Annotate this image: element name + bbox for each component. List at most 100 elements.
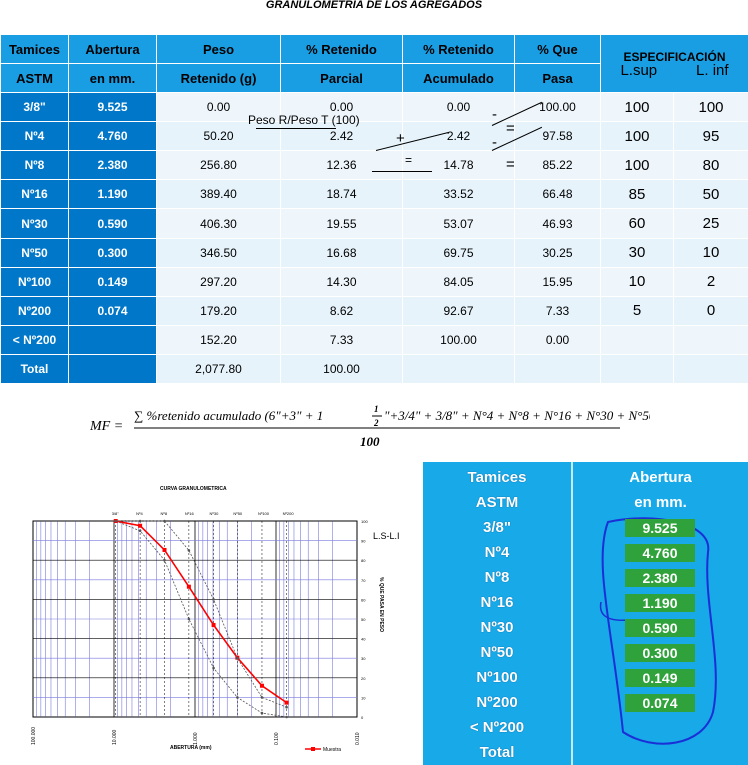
cell-lsup bbox=[600, 324, 674, 355]
photo-tamiz: Nº200 bbox=[476, 694, 518, 711]
photo-abertura: 0.300 bbox=[625, 644, 695, 662]
photo-abertura: 0.074 bbox=[625, 694, 695, 712]
cell-abertura: 4.760 bbox=[68, 121, 157, 152]
x-tick-label: 0.010 bbox=[355, 732, 361, 745]
cell-lsup: 60 bbox=[600, 208, 674, 239]
table-row: Nº16 1.190 389.40 18.74 33.52 66.48 85 50 bbox=[0, 179, 748, 210]
minus-note: - bbox=[492, 134, 497, 151]
table-row: Nº8 2.380 256.80 12.36 14.78 85.22 100 80 bbox=[0, 150, 748, 181]
photo-tamiz: Nº50 bbox=[480, 644, 514, 661]
header-cell: % Que bbox=[514, 33, 601, 65]
equals-note: = bbox=[506, 120, 515, 137]
cell-abertura: 0.149 bbox=[68, 266, 157, 297]
cell-lsup: 10 bbox=[600, 266, 674, 297]
header-cell: Abertura bbox=[68, 33, 157, 65]
limit-point bbox=[187, 549, 191, 552]
cell-pasa: 66.48 bbox=[514, 179, 601, 210]
photo-abertura: Abertura bbox=[629, 469, 692, 486]
page-title: GRANULOMETRIA DE LOS AGREGADOS bbox=[265, 0, 483, 11]
spec-limits-label: L.S-L.I bbox=[373, 531, 400, 541]
y-tick-label: 30 bbox=[361, 656, 366, 661]
data-point bbox=[259, 683, 264, 688]
legend-label: Muestra bbox=[323, 747, 341, 753]
sieve-label: Nº50 bbox=[233, 511, 243, 516]
cell-tamiz: Nº100 bbox=[0, 266, 69, 297]
header-cell: % Retenido bbox=[280, 33, 403, 65]
spec-header: ESPECIFICACIÓN L.sup L. inf bbox=[599, 33, 748, 94]
limit-point bbox=[236, 656, 239, 660]
photo-abertura: 0.590 bbox=[625, 619, 695, 637]
y-tick-label: 40 bbox=[361, 637, 366, 642]
limit-point bbox=[163, 558, 166, 562]
table-row: 3/8" 9.525 0.00 0.00 0.00 100.00 100 100 bbox=[0, 92, 748, 123]
sieve-label: Nº30 bbox=[210, 511, 220, 516]
formula-numerator-rest: "+3/4" + 3/8" + N°4 + N°8 + N°16 + N°30 … bbox=[384, 408, 650, 423]
photo-abertura: 0.149 bbox=[625, 669, 695, 687]
cell-tamiz: < Nº200 bbox=[0, 324, 69, 355]
cell-lsup: 30 bbox=[600, 237, 674, 268]
cell-abertura: 0.300 bbox=[68, 237, 157, 268]
sieve-label: Nº4 bbox=[136, 511, 143, 516]
cell-pasa bbox=[514, 353, 601, 385]
cell-parcial: 0.00 bbox=[280, 92, 403, 123]
limit-point bbox=[260, 711, 264, 715]
limit-point bbox=[285, 715, 288, 719]
data-point bbox=[284, 700, 289, 705]
cell-peso: 256.80 bbox=[156, 150, 281, 181]
formula-lhs: MF = bbox=[90, 419, 123, 434]
photo-tamiz: Tamices bbox=[467, 469, 527, 486]
series-line bbox=[115, 520, 288, 704]
chart-title: CURVA GRANULOMETRICA bbox=[160, 486, 227, 492]
photo-tamiz: Total bbox=[479, 744, 515, 761]
cell-linf: 25 bbox=[672, 208, 748, 239]
cell-abertura bbox=[68, 324, 157, 355]
photo-abertura: 9.525 bbox=[625, 519, 695, 537]
minus-note: - bbox=[492, 106, 497, 123]
cell-parcial: 100.00 bbox=[280, 353, 403, 385]
photo-tamiz: Nº8 bbox=[484, 569, 510, 586]
photo-tamiz: Nº100 bbox=[476, 669, 518, 686]
fineness-modulus-formula: MF = ∑ %retenido acumulado (6"+3" + 1 1 … bbox=[90, 404, 650, 449]
cell-linf: 50 bbox=[672, 179, 748, 210]
data-point bbox=[138, 523, 143, 528]
cell-peso: 297.20 bbox=[156, 266, 281, 297]
header-cell: Parcial bbox=[280, 63, 403, 94]
photo-tamiz: Nº4 bbox=[484, 544, 510, 561]
annotation-line bbox=[372, 171, 432, 172]
annotation-line bbox=[256, 128, 336, 129]
table-row: Nº100 0.149 297.20 14.30 84.05 15.95 10 2 bbox=[0, 266, 748, 297]
header-cell: ASTM bbox=[0, 63, 69, 94]
x-axis-label: ABERTURA (mm) bbox=[170, 745, 212, 751]
cell-abertura bbox=[68, 353, 157, 385]
photo-row: Nº200 0.074 bbox=[423, 691, 748, 715]
table-row: Nº50 0.300 346.50 16.68 69.75 30.25 30 10 bbox=[0, 237, 748, 268]
cell-lsup bbox=[600, 353, 674, 385]
table-row: Nº4 4.760 50.20 2.42 2.42 97.58 100 95 bbox=[0, 121, 748, 152]
cell-parcial: 19.55 bbox=[280, 208, 403, 239]
cell-pasa: 7.33 bbox=[514, 295, 601, 326]
plus-note: + bbox=[396, 130, 405, 147]
limit-point bbox=[212, 598, 215, 601]
handwritten-table-photo: Tamices Abertura ASTM en mm. 3/8" 9.525 Nº4 4.7… bbox=[423, 462, 748, 765]
equals-note: = bbox=[506, 156, 515, 173]
photo-row: < Nº200 bbox=[423, 716, 748, 740]
granulometry-table: Tamices Abertura Peso % Retenido % Reten… bbox=[0, 33, 748, 385]
cell-acumulado: 14.78 bbox=[402, 150, 515, 181]
header-cell: Acumulado bbox=[402, 63, 515, 94]
cell-acumulado: 92.67 bbox=[402, 295, 515, 326]
data-point bbox=[186, 584, 191, 589]
formula-denominator: 100 bbox=[360, 434, 380, 449]
photo-row: Total bbox=[423, 741, 748, 765]
cell-tamiz: Nº30 bbox=[0, 208, 69, 239]
header-cell: en mm. bbox=[68, 63, 157, 94]
cell-abertura: 2.380 bbox=[68, 150, 157, 181]
x-tick-label: 100.000 bbox=[31, 727, 37, 745]
cell-parcial: 14.30 bbox=[280, 266, 403, 297]
data-point bbox=[162, 547, 167, 552]
y-tick-label: 50 bbox=[361, 617, 366, 622]
sieve-label: 3/8" bbox=[112, 511, 120, 516]
table-row: < Nº200 152.20 7.33 100.00 0.00 bbox=[0, 324, 748, 355]
cell-peso: 389.40 bbox=[156, 179, 281, 210]
limit-point bbox=[138, 529, 142, 533]
cell-linf: 2 bbox=[672, 266, 748, 297]
